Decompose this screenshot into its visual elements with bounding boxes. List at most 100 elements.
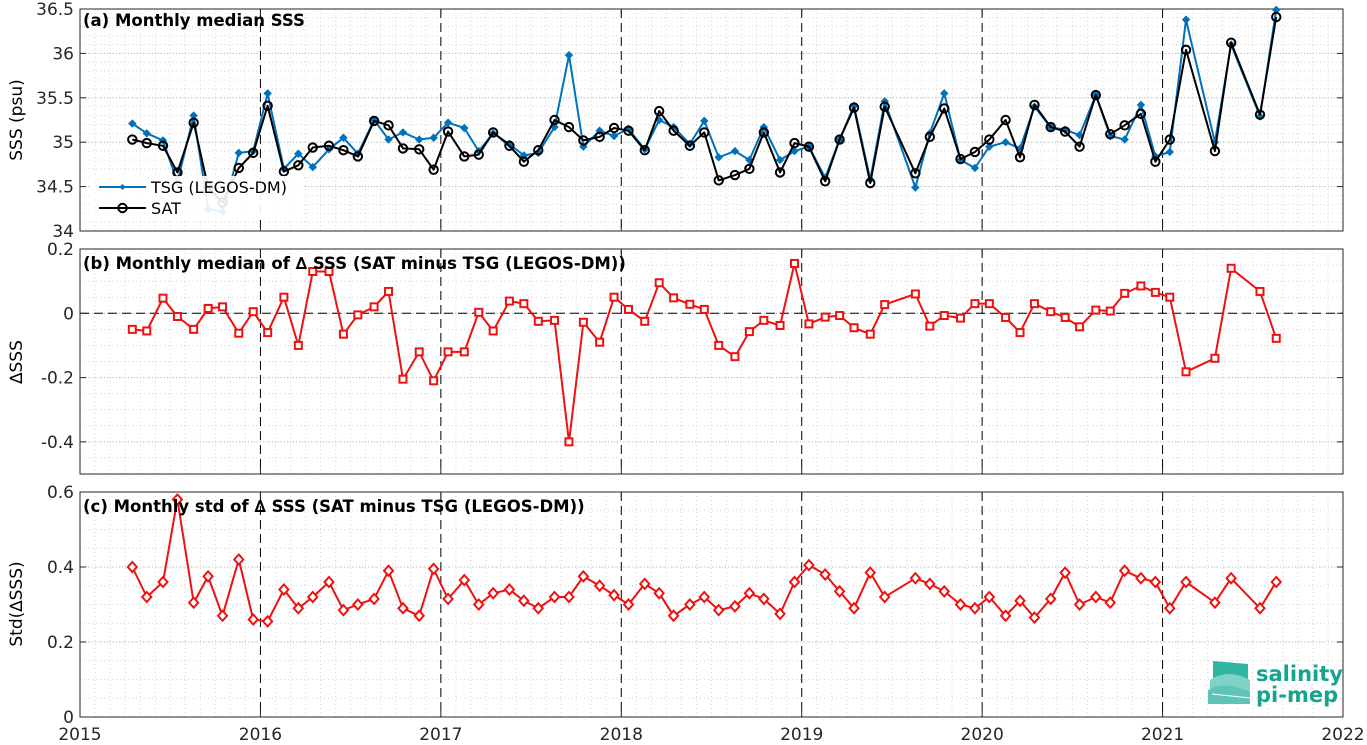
data-point-marker [775,321,785,330]
data-point-marker [127,134,138,145]
data-point-marker [518,156,530,167]
data-point-marker [653,105,665,117]
data-point-marker [307,142,318,153]
data-point-marker [970,299,980,309]
x-tick-label: 2016 [239,725,282,745]
data-point-marker [803,558,815,572]
data-point-marker [729,169,741,181]
data-point-marker [459,347,469,357]
data-point-marker [158,293,168,303]
data-point-marker [1225,571,1237,585]
data-point-marker [306,590,319,604]
data-point-marker [744,327,754,337]
data-point-marker [278,583,290,596]
data-point-marker [1073,598,1086,611]
data-point-marker [700,116,709,126]
data-point-marker [323,140,335,151]
data-point-marker [668,125,679,136]
x-tick-label: 2017 [419,725,462,745]
data-point-marker [685,299,695,309]
data-point-marker [774,607,786,621]
y-tick-label: 0 [63,708,74,728]
data-point-marker [188,117,199,128]
data-point-marker [1120,135,1129,144]
data-point-marker [758,127,770,138]
data-point-marker [127,324,137,334]
legend-tsg-label: TSG (LEGOS-DM) [150,178,287,197]
data-point-marker [924,131,936,143]
data-point-marker [429,133,438,142]
data-point-marker [504,296,514,306]
axes-box [79,8,1344,232]
data-point-marker [443,347,453,357]
data-point-marker [803,141,815,152]
data-point-marker [1059,126,1071,137]
y-tick-label: 36 [52,44,74,64]
data-point-marker [1000,114,1011,126]
data-point-marker [1091,305,1101,315]
data-point-marker [608,588,620,602]
data-point-marker [909,571,922,585]
legend-sat-marker [117,202,128,214]
data-point-marker [442,592,454,606]
panel-a-legend: TSG (LEGOS-DM) SAT [91,176,304,220]
y-tick-label: 36.5 [36,0,74,20]
data-point-marker [1149,575,1162,589]
data-point-marker [923,577,936,591]
data-point-marker [338,329,348,339]
y-tick-label: 0.6 [47,483,74,503]
x-tick-label: 2018 [600,725,643,745]
data-point-marker [157,575,169,589]
data-point-marker [563,590,575,604]
data-point-marker [955,153,966,165]
data-point-marker [684,140,696,151]
x-tick-label: 2019 [780,725,823,745]
data-point-marker [910,289,920,299]
data-point-marker [1270,575,1283,589]
data-point-marker [744,163,755,175]
data-point-marker [414,144,425,155]
data-point-marker [939,103,950,114]
data-point-marker [638,577,651,591]
data-point-marker [140,590,153,604]
data-point-marker [699,127,710,138]
data-point-marker [1090,89,1102,101]
data-point-marker [533,316,543,326]
data-point-marker [1150,156,1161,167]
data-point-marker [911,183,920,192]
data-point-marker [910,168,921,179]
panel-2-plot-area: -0.4 -0.2 0 0.2 [41,240,1344,475]
data-point-marker [774,167,786,178]
data-point-marker [548,590,561,604]
data-point-marker [293,340,303,350]
data-point-marker [232,553,245,566]
panel-a-title: (a) Monthly median SSS [83,11,305,30]
data-point-marker [218,302,228,312]
data-point-marker [550,315,560,325]
data-point-marker [864,566,877,580]
data-point-marker [819,176,831,187]
data-point-marker [503,583,516,596]
data-point-marker [1028,611,1041,625]
data-point-marker [1135,108,1147,119]
data-point-marker [578,317,588,327]
data-point-marker [474,307,484,317]
data-point-marker [1226,263,1236,273]
data-point-marker [1210,353,1220,363]
data-point-marker [970,163,980,173]
data-point-marker [234,148,243,158]
data-point-marker [878,590,891,604]
x-tick-label: 2022 [1321,725,1364,745]
data-point-marker [1046,307,1056,317]
data-point-marker [712,603,725,617]
data-point-marker [1136,281,1146,291]
panel-b-ylabel: ∆SSS [7,340,27,385]
data-point-marker [1014,152,1026,163]
data-point-marker [459,151,470,162]
x-tick-label: 2015 [58,725,101,745]
data-point-marker [1271,333,1281,343]
data-point-marker [141,137,152,149]
data-point-marker [622,598,635,611]
data-point-marker [834,134,845,145]
